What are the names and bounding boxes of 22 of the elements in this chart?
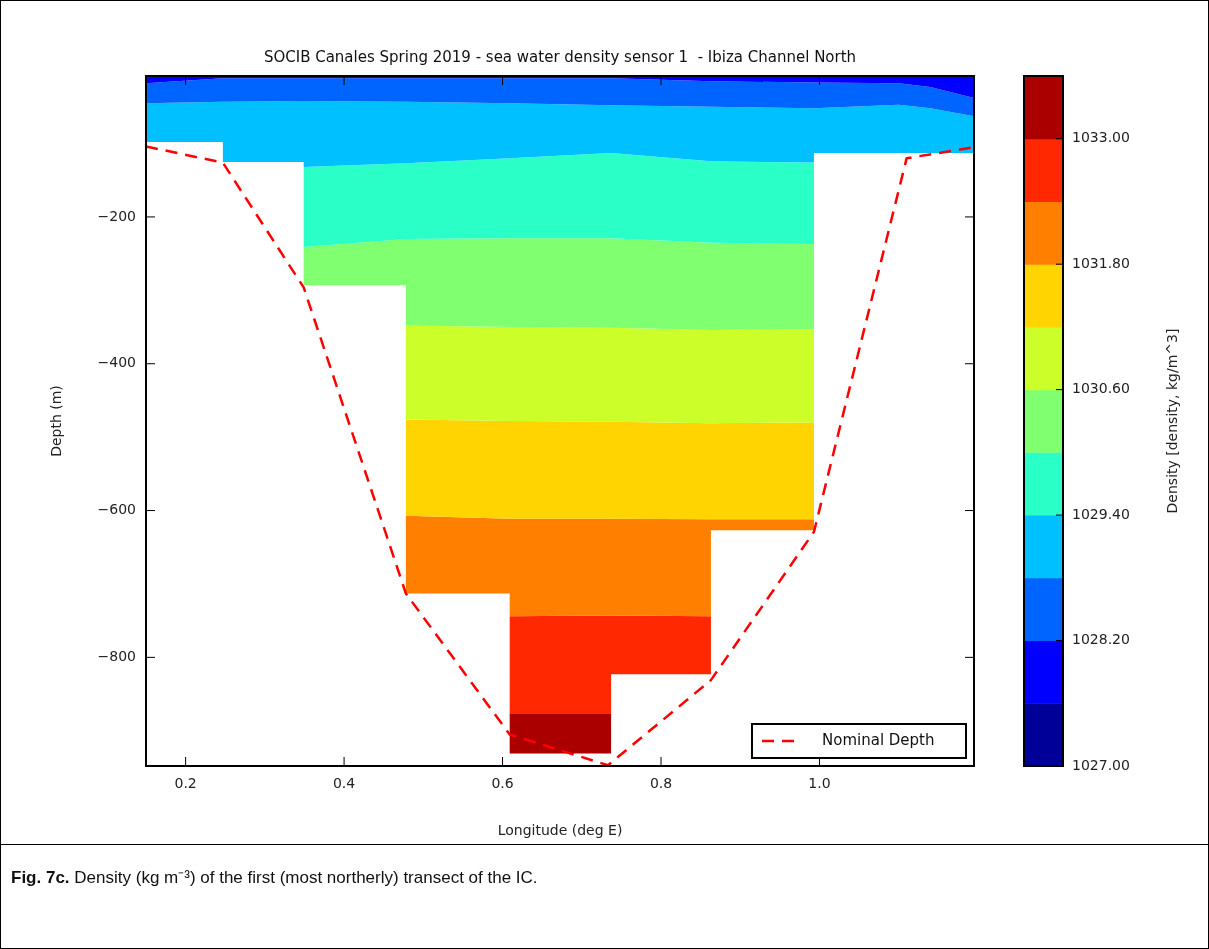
y-tick-label: −800 [97,648,136,664]
y-tick-label: −200 [97,207,136,224]
x-tick-label: 1.0 [808,775,831,792]
color-bar-label: 1033.00 [1072,129,1130,146]
color-bar-label: 1029.40 [1072,505,1130,522]
text: Density (kg m⁻³) of the first (most northerly) transect of the IC. [74,868,538,887]
color-bar-title: Density [density, kg/m^3] [1163,328,1180,514]
color-bar-label: 1031.80 [1072,254,1130,271]
x-tick-label: 0.8 [649,775,673,792]
x-tick-label: 0.2 [174,775,197,792]
caption: Fig. 7c. [11,868,70,887]
x-axis-title: Longitude (deg E) [497,822,623,839]
y-axis-title: Depth (m) [48,385,65,457]
color-bar-label: 1028.20 [1072,631,1130,648]
legend-label: Nominal Depth [822,730,935,749]
chart-title: SOCIB Canales Spring 2019 - sea water density sensor 1 - Ibiza Channel North [263,48,857,67]
x-tick-label: 0.4 [332,775,356,792]
color-bar-label: 1030.60 [1072,380,1130,397]
color-bar-label: 1027.00 [1072,756,1130,773]
x-tick-label: 0.6 [491,775,514,792]
y-tick-label: −400 [97,354,136,371]
y-tick-label: −600 [97,501,136,518]
